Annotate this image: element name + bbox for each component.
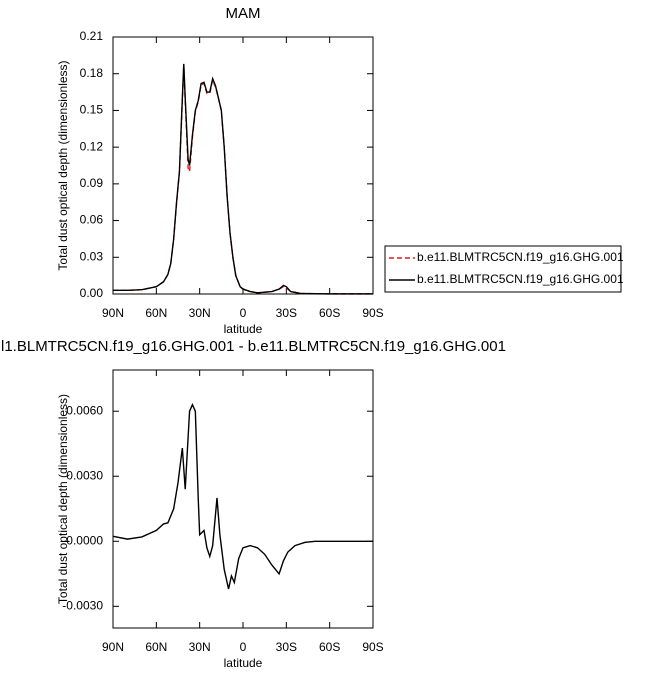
y-axis-label: Total dust optical depth (dimensionless) xyxy=(56,394,70,604)
y-axis-label: Total dust optical depth (dimensionless) xyxy=(56,60,70,270)
x-tick-label: 60S xyxy=(319,306,340,320)
data-line xyxy=(112,402,373,590)
legend-box xyxy=(384,245,622,293)
data-line xyxy=(113,63,373,295)
x-tick-label: 30S xyxy=(276,640,297,654)
x-tick-label: 60N xyxy=(145,306,167,320)
x-tick-label: 0 xyxy=(240,640,247,654)
y-tick-label: 0.06 xyxy=(80,213,104,227)
y-tick-label: 0.18 xyxy=(80,66,104,80)
chart-title: MAM xyxy=(226,5,261,22)
plot-frame xyxy=(112,369,374,629)
x-axis-label: latitude xyxy=(224,656,263,670)
x-tick-label: 60S xyxy=(319,640,340,654)
x-tick-label: 60N xyxy=(145,640,167,654)
y-tick-label: 0.0000 xyxy=(66,533,103,547)
y-tick-label: 0.03 xyxy=(80,249,104,263)
x-axis-label: latitude xyxy=(224,322,263,336)
x-tick-label: 0 xyxy=(240,306,247,320)
x-tick-label: 30S xyxy=(276,306,297,320)
x-tick-label: 90N xyxy=(102,640,124,654)
x-tick-label: 30N xyxy=(189,306,211,320)
chart-title: l1.BLMTRC5CN.f19_g16.GHG.001 - b.e11.BLM… xyxy=(1,338,506,355)
y-tick-label: 0.0060 xyxy=(66,403,103,417)
y-tick-label: 0.00 xyxy=(80,286,104,300)
y-tick-label: -0.0030 xyxy=(62,598,103,612)
y-tick-label: 0.0030 xyxy=(66,468,103,482)
x-tick-label: 90S xyxy=(362,640,383,654)
y-tick-label: 0.12 xyxy=(80,139,104,153)
legend-label: b.e11.BLMTRC5CN.f19_g16.GHG.001 xyxy=(417,272,624,286)
data-line xyxy=(113,66,373,295)
x-tick-label: 90N xyxy=(102,306,124,320)
x-tick-label: 30N xyxy=(189,640,211,654)
y-tick-label: 0.15 xyxy=(80,103,104,117)
y-tick-label: 0.21 xyxy=(80,29,104,43)
y-tick-label: 0.09 xyxy=(80,176,104,190)
legend-label: b.e11.BLMTRC5CN.f19_g16.GHG.001 xyxy=(417,250,624,264)
x-tick-label: 90S xyxy=(362,306,383,320)
plot-frame xyxy=(112,36,374,295)
